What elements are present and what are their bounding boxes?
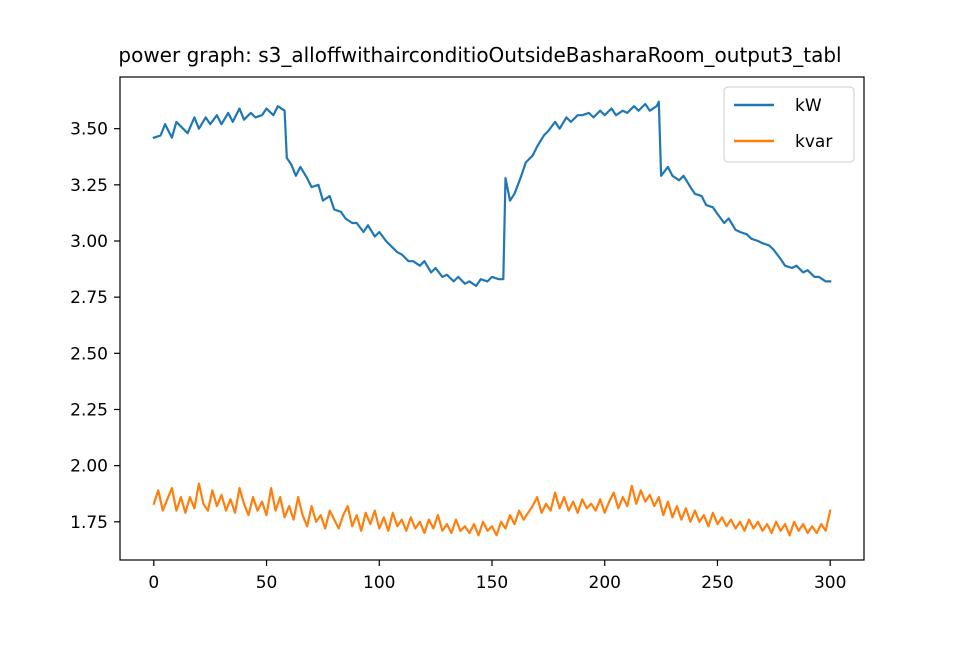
x-tick-label: 250 <box>701 573 733 593</box>
y-tick-label: 3.50 <box>70 120 108 140</box>
legend-label-kw: kW <box>795 96 822 116</box>
y-tick-label: 3.00 <box>70 232 108 252</box>
y-tick-label: 2.75 <box>70 288 108 308</box>
x-tick-label: 300 <box>814 573 846 593</box>
series-line-kvar <box>152 482 832 537</box>
y-tick-label: 2.50 <box>70 344 108 364</box>
y-tick-label: 1.75 <box>70 513 108 533</box>
series-line-kw <box>152 100 832 287</box>
x-axis: 0 50 100 150 200 250 300 <box>148 560 846 593</box>
chart-title: power graph: s3_alloffwithairconditioOut… <box>118 43 841 67</box>
y-tick-label: 3.25 <box>70 176 108 196</box>
legend-label-kvar: kvar <box>795 132 832 152</box>
legend: kW kvar <box>723 86 855 163</box>
x-tick-label: 100 <box>363 573 395 593</box>
x-tick-label: 50 <box>256 573 278 593</box>
y-tick-label: 2.00 <box>70 457 108 477</box>
x-tick-label: 150 <box>476 573 508 593</box>
legend-frame <box>723 86 855 163</box>
x-tick-label: 200 <box>589 573 621 593</box>
y-axis: 1.75 2.00 2.25 2.50 2.75 3.00 3.25 3.50 <box>70 120 120 533</box>
y-tick-label: 2.25 <box>70 400 108 420</box>
x-tick-label: 0 <box>148 573 159 593</box>
